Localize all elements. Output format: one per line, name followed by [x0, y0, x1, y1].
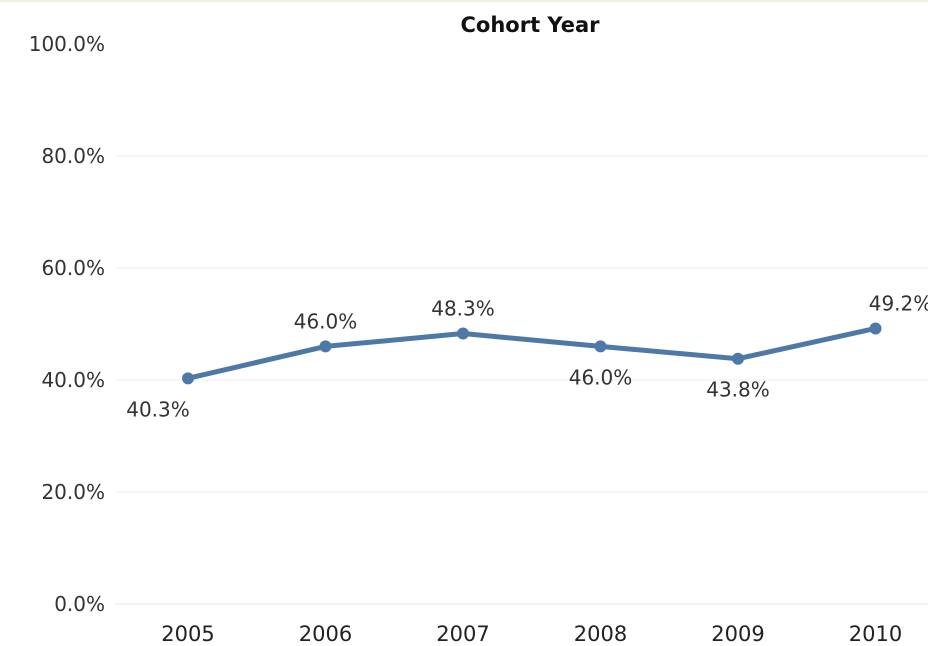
- x-tick-label: 2005: [161, 622, 214, 646]
- y-tick-label: 20.0%: [41, 480, 105, 504]
- data-label: 49.2%: [869, 291, 928, 315]
- x-tick-label: 2009: [711, 622, 764, 646]
- series-cohort: [185, 325, 878, 381]
- y-tick-label: 100.0%: [29, 32, 105, 56]
- data-point: [732, 352, 744, 365]
- data-label: 43.8%: [706, 378, 770, 402]
- data-point: [182, 372, 194, 385]
- top-border: [0, 0, 928, 2]
- gridlines: [115, 155, 928, 605]
- data-point: [869, 322, 882, 335]
- data-label: 46.0%: [294, 309, 358, 333]
- x-tick-label: 2008: [574, 622, 627, 646]
- x-tick-label: 2007: [436, 622, 489, 646]
- x-axis-ticks: 2005 2006 2007 2008 2009 2010: [161, 622, 902, 646]
- y-tick-label: 80.0%: [41, 144, 105, 168]
- chart-title: Cohort Year: [461, 13, 601, 37]
- x-tick-label: 2010: [849, 622, 902, 646]
- data-label: 46.0%: [569, 365, 633, 389]
- data-labels: 40.3% 46.0% 48.3% 46.0% 43.8% 49.2%: [126, 291, 928, 421]
- data-point: [594, 340, 607, 353]
- data-point: [319, 340, 332, 353]
- y-tick-label: 60.0%: [41, 256, 105, 280]
- data-label: 40.3%: [126, 397, 190, 421]
- data-points: [182, 322, 882, 385]
- y-axis-ticks: 0.0% 20.0% 40.0% 60.0% 80.0% 100.0%: [29, 32, 105, 616]
- series-line: [185, 325, 878, 381]
- data-point: [457, 327, 469, 340]
- data-label: 48.3%: [431, 297, 495, 321]
- y-tick-label: 40.0%: [41, 368, 105, 392]
- x-tick-label: 2006: [299, 622, 352, 646]
- y-tick-label: 0.0%: [54, 592, 105, 616]
